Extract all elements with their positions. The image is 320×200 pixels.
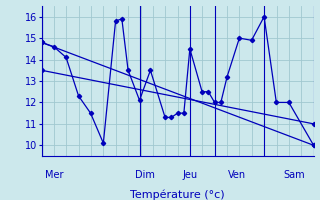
Text: Température (°c): Température (°c) (130, 189, 225, 200)
Text: Sam: Sam (284, 170, 305, 180)
Text: Ven: Ven (228, 170, 246, 180)
Text: Jeu: Jeu (182, 170, 197, 180)
Text: Mer: Mer (44, 170, 63, 180)
Text: Dim: Dim (135, 170, 155, 180)
